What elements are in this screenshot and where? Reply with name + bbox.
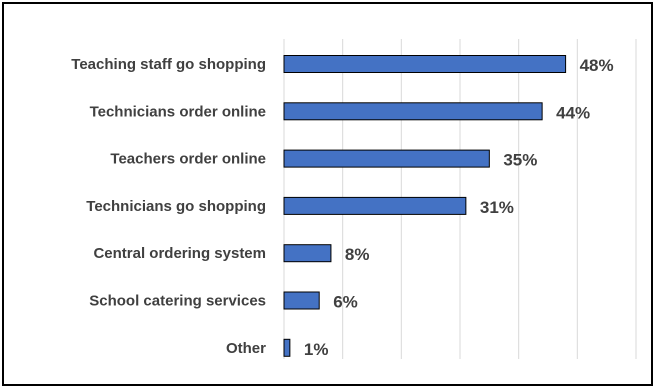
bar [283, 291, 320, 310]
labels: Teaching staff go shopping 48% Technicians… [71, 56, 613, 359]
data-label: 1% [304, 340, 329, 359]
bar [283, 244, 332, 263]
bar [283, 102, 543, 121]
data-label: 31% [480, 198, 514, 217]
data-label: 6% [333, 293, 358, 312]
category-label: Technicians go shopping [86, 198, 266, 215]
bar [283, 55, 567, 73]
bar [283, 338, 291, 357]
bar [283, 196, 467, 215]
data-label: 44% [556, 103, 590, 122]
data-label: 35% [503, 151, 537, 170]
bar-chart: Teaching staff go shopping 48% Technicians… [71, 39, 637, 359]
bars [283, 55, 567, 357]
data-label: 8% [345, 245, 370, 264]
chart-frame: Teaching staff go shopping 48% Technicians… [2, 2, 653, 386]
category-label: Other [226, 340, 266, 357]
category-label: Technicians order online [90, 103, 266, 120]
category-label: Teaching staff go shopping [71, 56, 266, 73]
category-label: Teachers order online [110, 151, 266, 168]
bar [283, 149, 490, 168]
category-label: School catering services [89, 293, 266, 310]
category-label: Central ordering system [93, 245, 266, 262]
data-label: 48% [580, 56, 614, 75]
